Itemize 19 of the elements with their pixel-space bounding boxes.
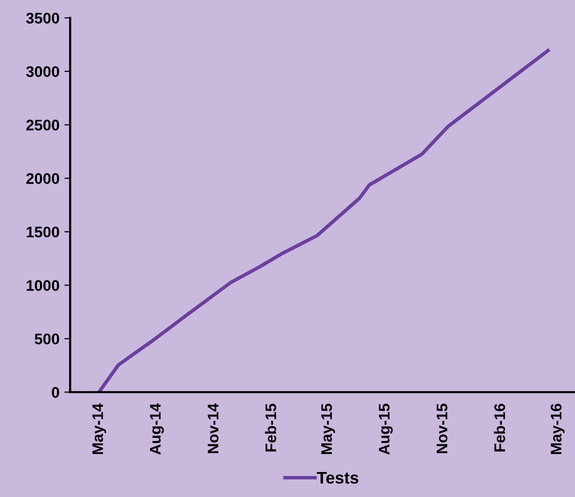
y-tick-label: 2000 <box>26 173 60 184</box>
y-tick-label: 0 <box>52 387 60 398</box>
x-tick-label: Feb-15 <box>264 404 276 452</box>
x-tick-label: Aug-15 <box>378 404 393 455</box>
x-tick-label: May-14 <box>92 403 106 454</box>
y-tick-label: 3000 <box>26 66 60 78</box>
x-tick-label: Feb-16 <box>494 404 506 452</box>
y-tick-label: 1500 <box>26 226 60 238</box>
legend-label: Tests <box>316 472 358 484</box>
x-tick-label: May-15 <box>321 404 336 454</box>
y-tick-label: 3500 <box>26 12 60 24</box>
x-tick-label: May-16 <box>550 404 565 454</box>
y-tick-label: 2500 <box>26 120 60 131</box>
line-series <box>97 48 550 392</box>
x-tick-label: Aug-14 <box>150 403 164 455</box>
y-tick-label: 500 <box>34 334 60 344</box>
y-tick-label: 1000 <box>26 280 60 291</box>
x-tick-label: Nov-14 <box>208 403 218 454</box>
x-tick-label: Nov-15 <box>436 404 448 454</box>
